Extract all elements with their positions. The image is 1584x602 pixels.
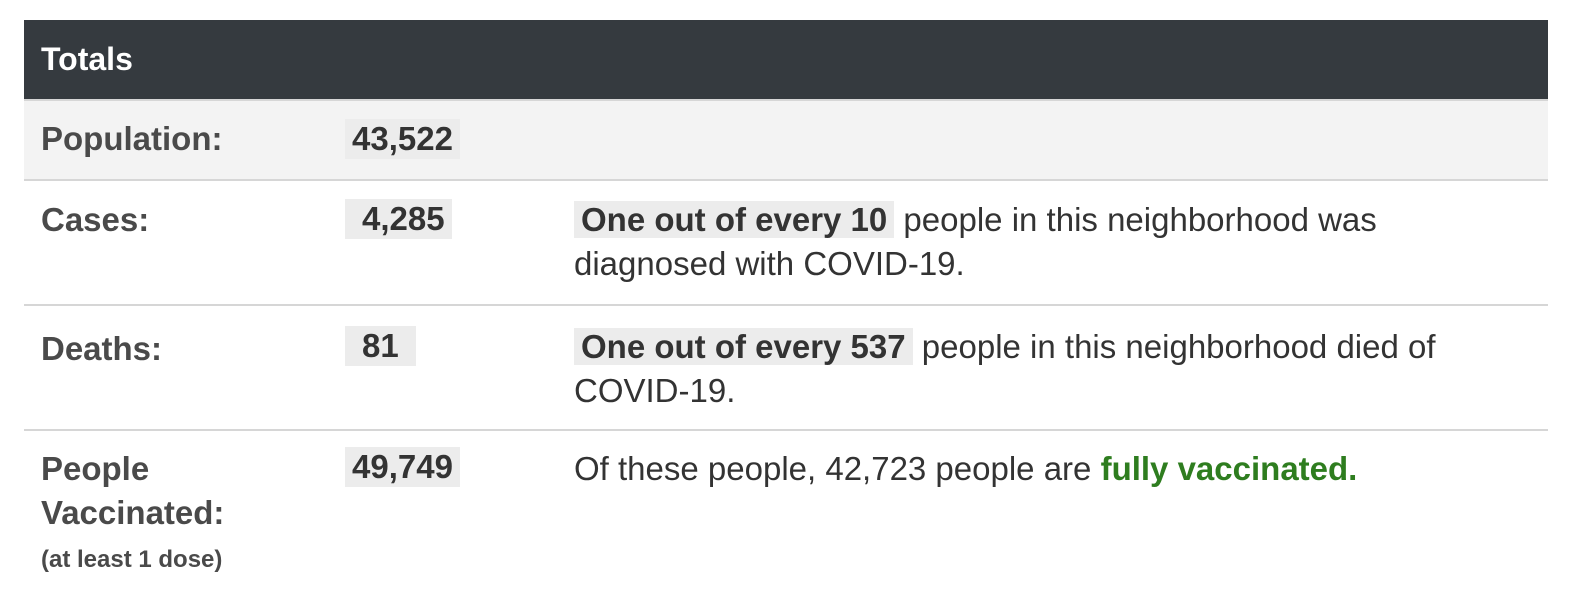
deaths-row: Deaths: 81 One out of every 537 people i…	[24, 304, 1548, 429]
deaths-value: 81	[345, 326, 416, 366]
vaccinated-value: 49,749	[345, 447, 460, 487]
vaccinated-sublabel: (at least 1 dose)	[41, 546, 223, 573]
cases-description-text: people in this neighborhood was diagnose…	[574, 201, 1377, 282]
totals-table: Totals Population: 43,522 Cases: 4,285 O…	[24, 20, 1548, 602]
population-label: Population:	[41, 120, 223, 157]
vaccinated-row: People Vaccinated: (at least 1 dose) 49,…	[24, 429, 1548, 602]
cases-label: Cases:	[41, 201, 150, 238]
vaccinated-description: Of these people, 42,723 people are fully…	[574, 447, 1534, 491]
cases-ratio-highlight: One out of every 10	[574, 201, 895, 238]
deaths-description: One out of every 537 people in this neig…	[574, 325, 1534, 413]
cases-description: One out of every 10 people in this neigh…	[574, 198, 1534, 286]
population-value: 43,522	[345, 119, 460, 159]
table-header: Totals	[24, 20, 1548, 99]
fully-vaccinated-emphasis: fully vaccinated.	[1100, 450, 1358, 487]
population-row: Population: 43,522	[24, 99, 1548, 179]
deaths-ratio-highlight: One out of every 537	[574, 328, 913, 365]
vaccinated-label: People Vaccinated: (at least 1 dose)	[41, 447, 224, 575]
vaccinated-label-line1: People	[41, 450, 150, 487]
cases-value: 4,285	[345, 199, 452, 239]
vaccinated-description-text: Of these people, 42,723 people are	[574, 450, 1101, 487]
vaccinated-label-line2: Vaccinated:	[41, 494, 225, 531]
deaths-description-text: people in this neighborhood died of COVI…	[574, 328, 1436, 409]
cases-row: Cases: 4,285 One out of every 10 people …	[24, 179, 1548, 304]
deaths-label: Deaths:	[41, 330, 163, 367]
table-title: Totals	[41, 41, 133, 77]
